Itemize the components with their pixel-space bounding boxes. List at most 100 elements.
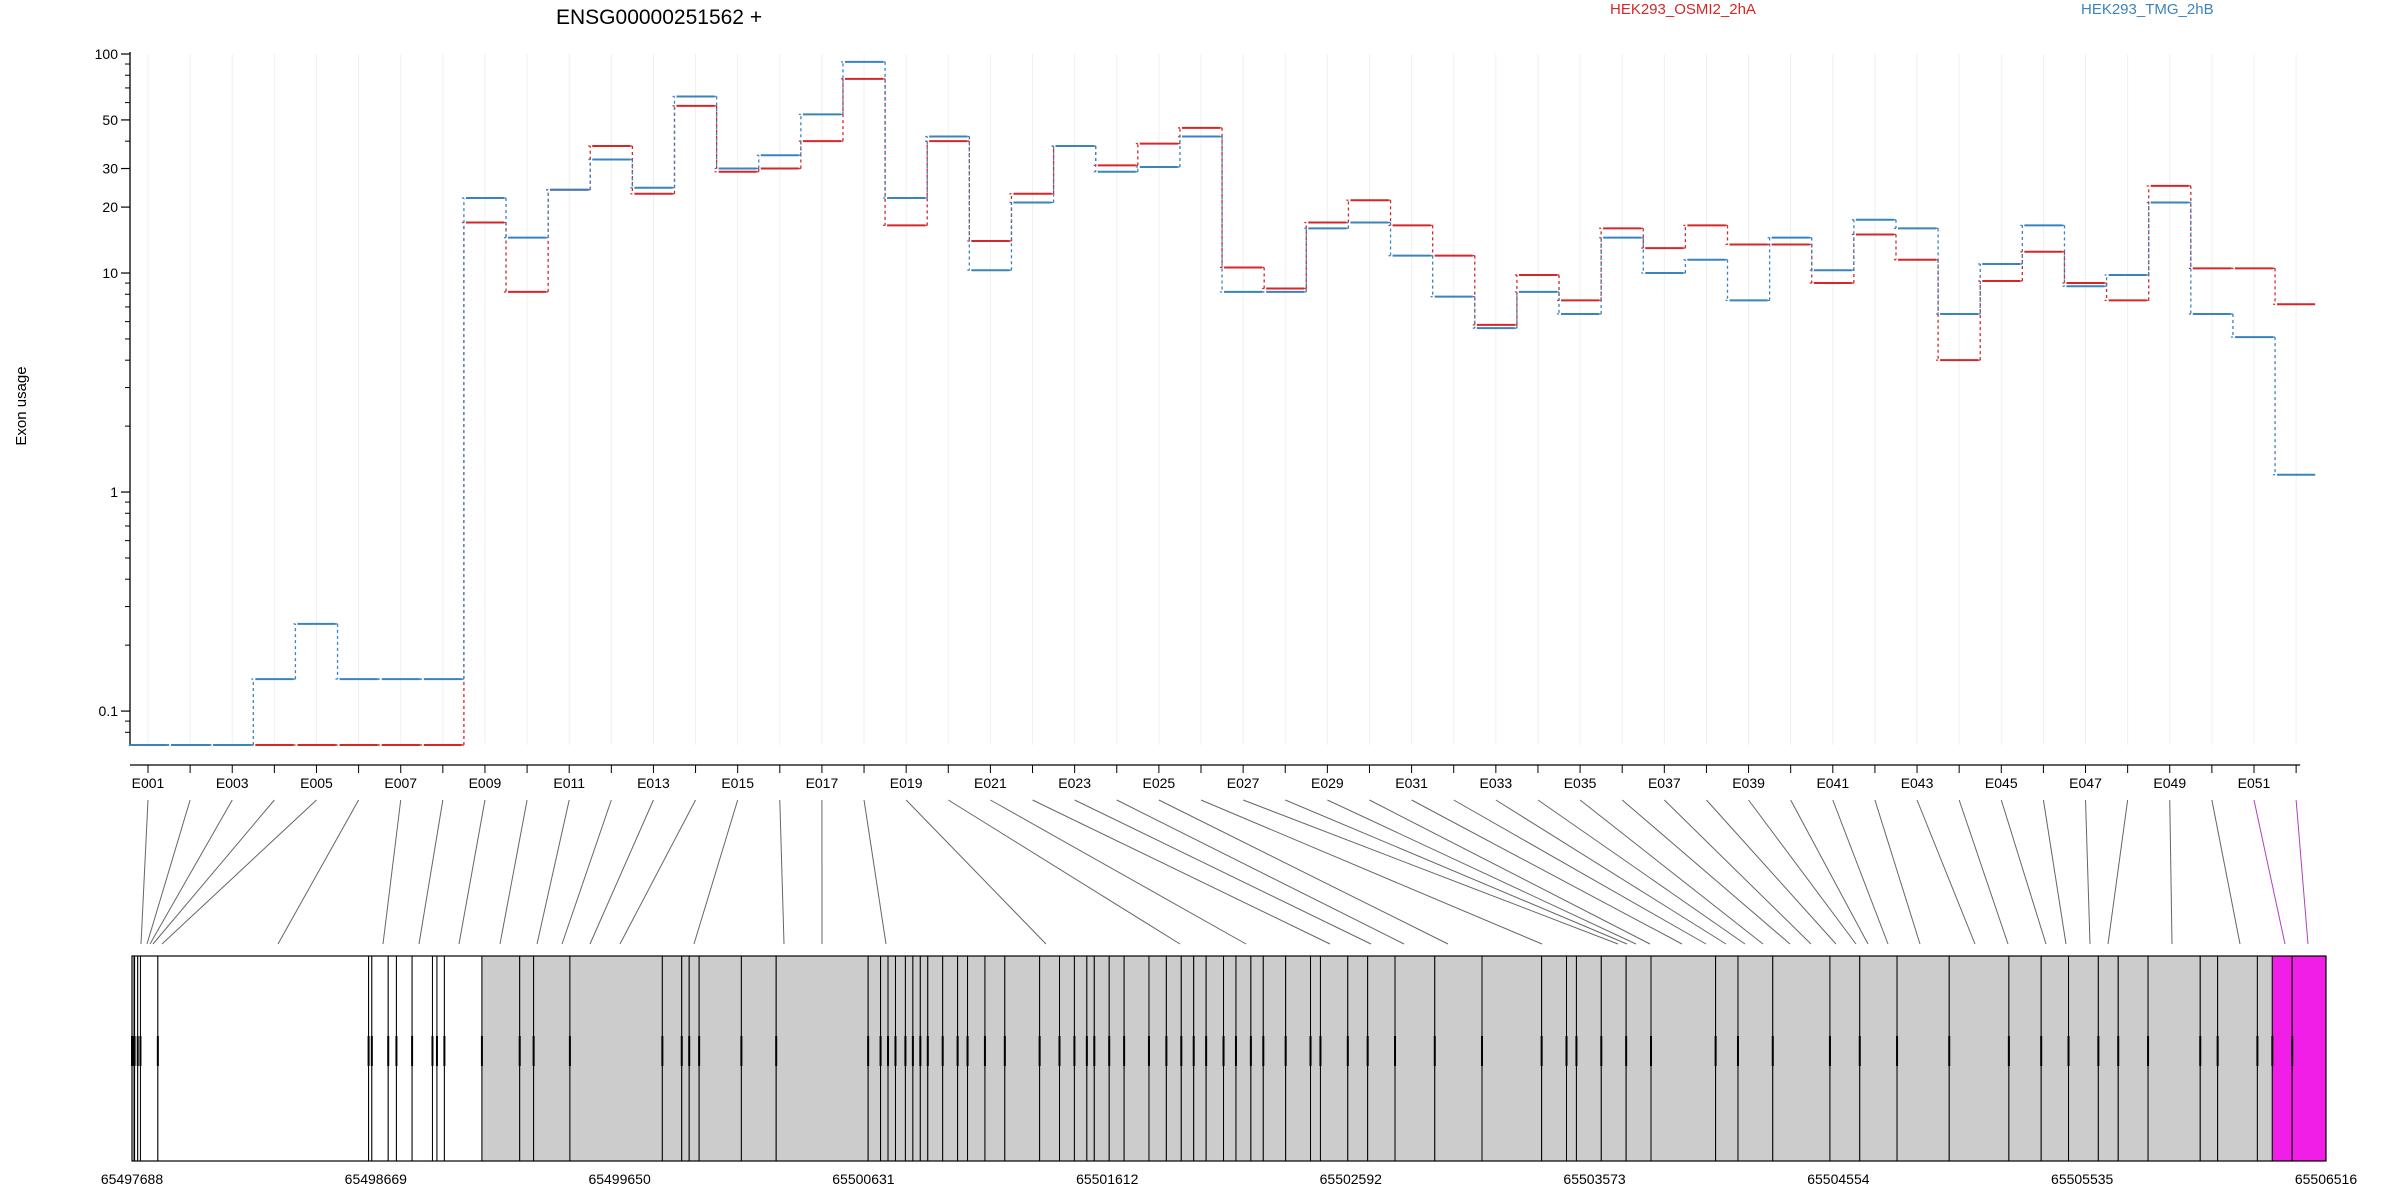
gene-model-segment (984, 955, 1006, 1162)
exon-label: E033 (1479, 775, 1512, 791)
gene-model-segment (1650, 955, 1717, 1162)
gene-model-segment (904, 955, 914, 1162)
exon-connector (1748, 799, 1857, 945)
gene-model-segment (443, 955, 483, 1162)
exon-label: E009 (469, 775, 502, 791)
exon-connector (619, 799, 697, 945)
exon-label: E049 (2153, 775, 2186, 791)
exon-connector (1158, 799, 1449, 945)
exon-label: E037 (1648, 775, 1681, 791)
exon-connector (948, 799, 1181, 945)
gene-model-segment (740, 955, 777, 1162)
gene-model-segment (1235, 955, 1252, 1162)
gene-model-segment (1108, 955, 1125, 1162)
y-tick-label: 10 (102, 265, 118, 281)
gene-model-segment (2097, 955, 2119, 1162)
exon-connector (1832, 799, 1889, 945)
exon-label: E021 (974, 775, 1007, 791)
gridlines (147, 54, 2297, 745)
coordinate-label: 65505535 (2051, 1171, 2114, 1187)
gene-model-segment (698, 955, 742, 1162)
gene-model-segment (1948, 955, 2010, 1162)
gene-model-segment (1086, 955, 1095, 1162)
gene-model-segment (867, 955, 882, 1162)
exon-label: E005 (300, 775, 333, 791)
gene-model-segment (661, 955, 683, 1162)
exon-connector (2107, 799, 2129, 945)
gene-model-segment (1004, 955, 1041, 1162)
exon-label: E045 (1985, 775, 2018, 791)
gene-model-segment (1481, 955, 1543, 1162)
gene-model-segment (1093, 955, 1110, 1162)
gene-model-segment (1039, 955, 1061, 1162)
gene-model-segment (481, 955, 521, 1162)
gene-model-segment (967, 955, 986, 1162)
exon-label: E003 (216, 775, 249, 791)
gene-model-segment (2068, 955, 2099, 1162)
gene-model-segment (1772, 955, 1831, 1162)
series-2 (128, 60, 2316, 746)
exon-connector (863, 799, 887, 945)
coordinate-label: 65498669 (345, 1171, 408, 1187)
gene-model-segment (1319, 955, 1349, 1162)
coordinate-label: 65504554 (1807, 1171, 1870, 1187)
gene-model-segment (1205, 955, 1225, 1162)
gene-model-segment (1123, 955, 1150, 1162)
exon-connector (536, 799, 570, 945)
y-tick-label: 0.1 (99, 703, 119, 719)
exon-connector (1242, 799, 1619, 945)
gene-model-segment (1059, 955, 1075, 1162)
exon-connector (905, 799, 1047, 945)
gene-model-segment (2256, 955, 2273, 1162)
gene-model-segment (1829, 955, 1861, 1162)
exon-label: E017 (806, 775, 839, 791)
gene-model-segment (957, 955, 969, 1162)
gene-model-segment (1394, 955, 1436, 1162)
exon-label: E007 (384, 775, 417, 791)
gene-model-border (131, 955, 2327, 1162)
exon-connector (1874, 799, 1921, 945)
exon-connector (149, 799, 233, 945)
exon-label: E051 (2238, 775, 2271, 791)
y-tick-label: 100 (95, 46, 119, 62)
exon-connector (418, 799, 444, 945)
gene-model-segment (2147, 955, 2201, 1162)
gene-model-segment (894, 955, 906, 1162)
coordinate-label: 65497688 (101, 1171, 164, 1187)
exon-connector (2000, 799, 2047, 945)
exon-connector (1706, 799, 1837, 945)
gene-model-segment (157, 955, 370, 1162)
exon-connector (382, 799, 402, 945)
gene-model-segment (519, 955, 535, 1162)
exon-label: E019 (890, 775, 923, 791)
gene-model-segment (1165, 955, 1182, 1162)
genomic-coordinate-labels: 65497688 65498669 65499650 65500631 65501612… (101, 1171, 2358, 1187)
exon-label: E029 (1311, 775, 1344, 791)
exon-connector (152, 799, 275, 945)
exon-label: E035 (1564, 775, 1597, 791)
gene-model-segment (411, 955, 433, 1162)
exon-connector (1116, 799, 1405, 945)
y-axis-label: Exon usage (13, 366, 30, 445)
y-tick-label: 30 (102, 161, 118, 177)
gene-model-segment (1367, 955, 1396, 1162)
exon-connector (561, 799, 612, 945)
coordinate-label: 65501612 (1076, 1171, 1139, 1187)
gene-model-segment (2199, 955, 2219, 1162)
exon-label: E027 (1227, 775, 1260, 791)
coordinate-label: 65506516 (2295, 1171, 2358, 1187)
gene-model-segment (887, 955, 896, 1162)
exon-connector (1663, 799, 1812, 945)
exon-connector (1369, 799, 1651, 945)
gene-model-segment (880, 955, 889, 1162)
gene-model-segment (1896, 955, 1950, 1162)
exon-connector (1916, 799, 1976, 945)
exon-connector (2169, 799, 2173, 945)
gene-model-segment (436, 955, 445, 1162)
gene-model-segment (1859, 955, 1898, 1162)
gene-model-segment (1600, 955, 1627, 1162)
gene-model-segment (139, 955, 159, 1162)
gene-model-segment (681, 955, 690, 1162)
exon-connector (1327, 799, 1637, 945)
coordinate-label: 65503573 (1563, 1171, 1626, 1187)
